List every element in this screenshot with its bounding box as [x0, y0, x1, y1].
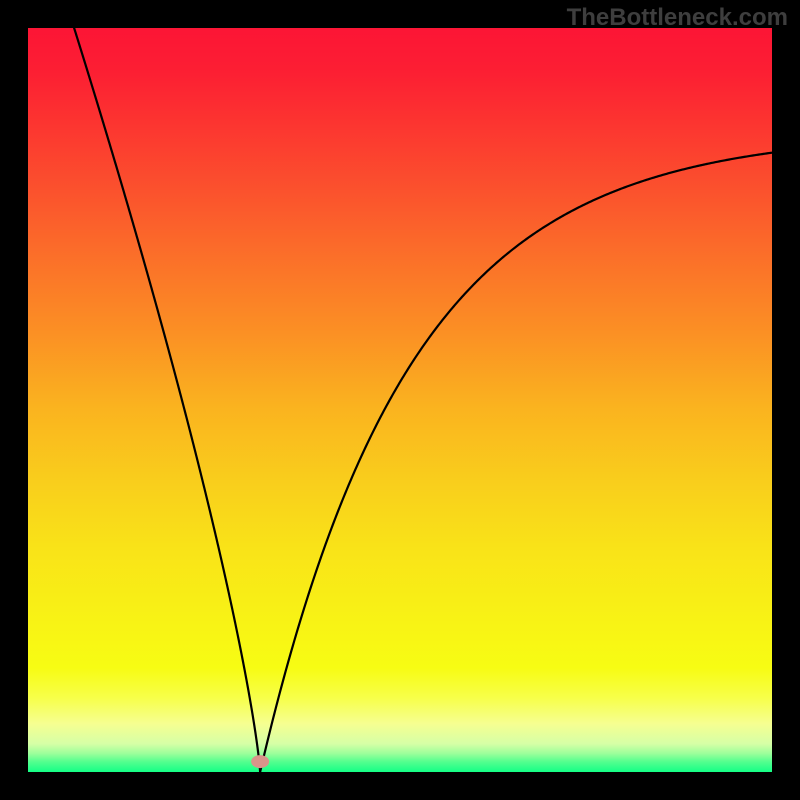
- optimum-marker: [251, 755, 269, 768]
- plot-frame: [28, 28, 772, 772]
- watermark-text: TheBottleneck.com: [567, 4, 788, 32]
- gradient-plot: [28, 28, 772, 772]
- gradient-background: [28, 28, 772, 772]
